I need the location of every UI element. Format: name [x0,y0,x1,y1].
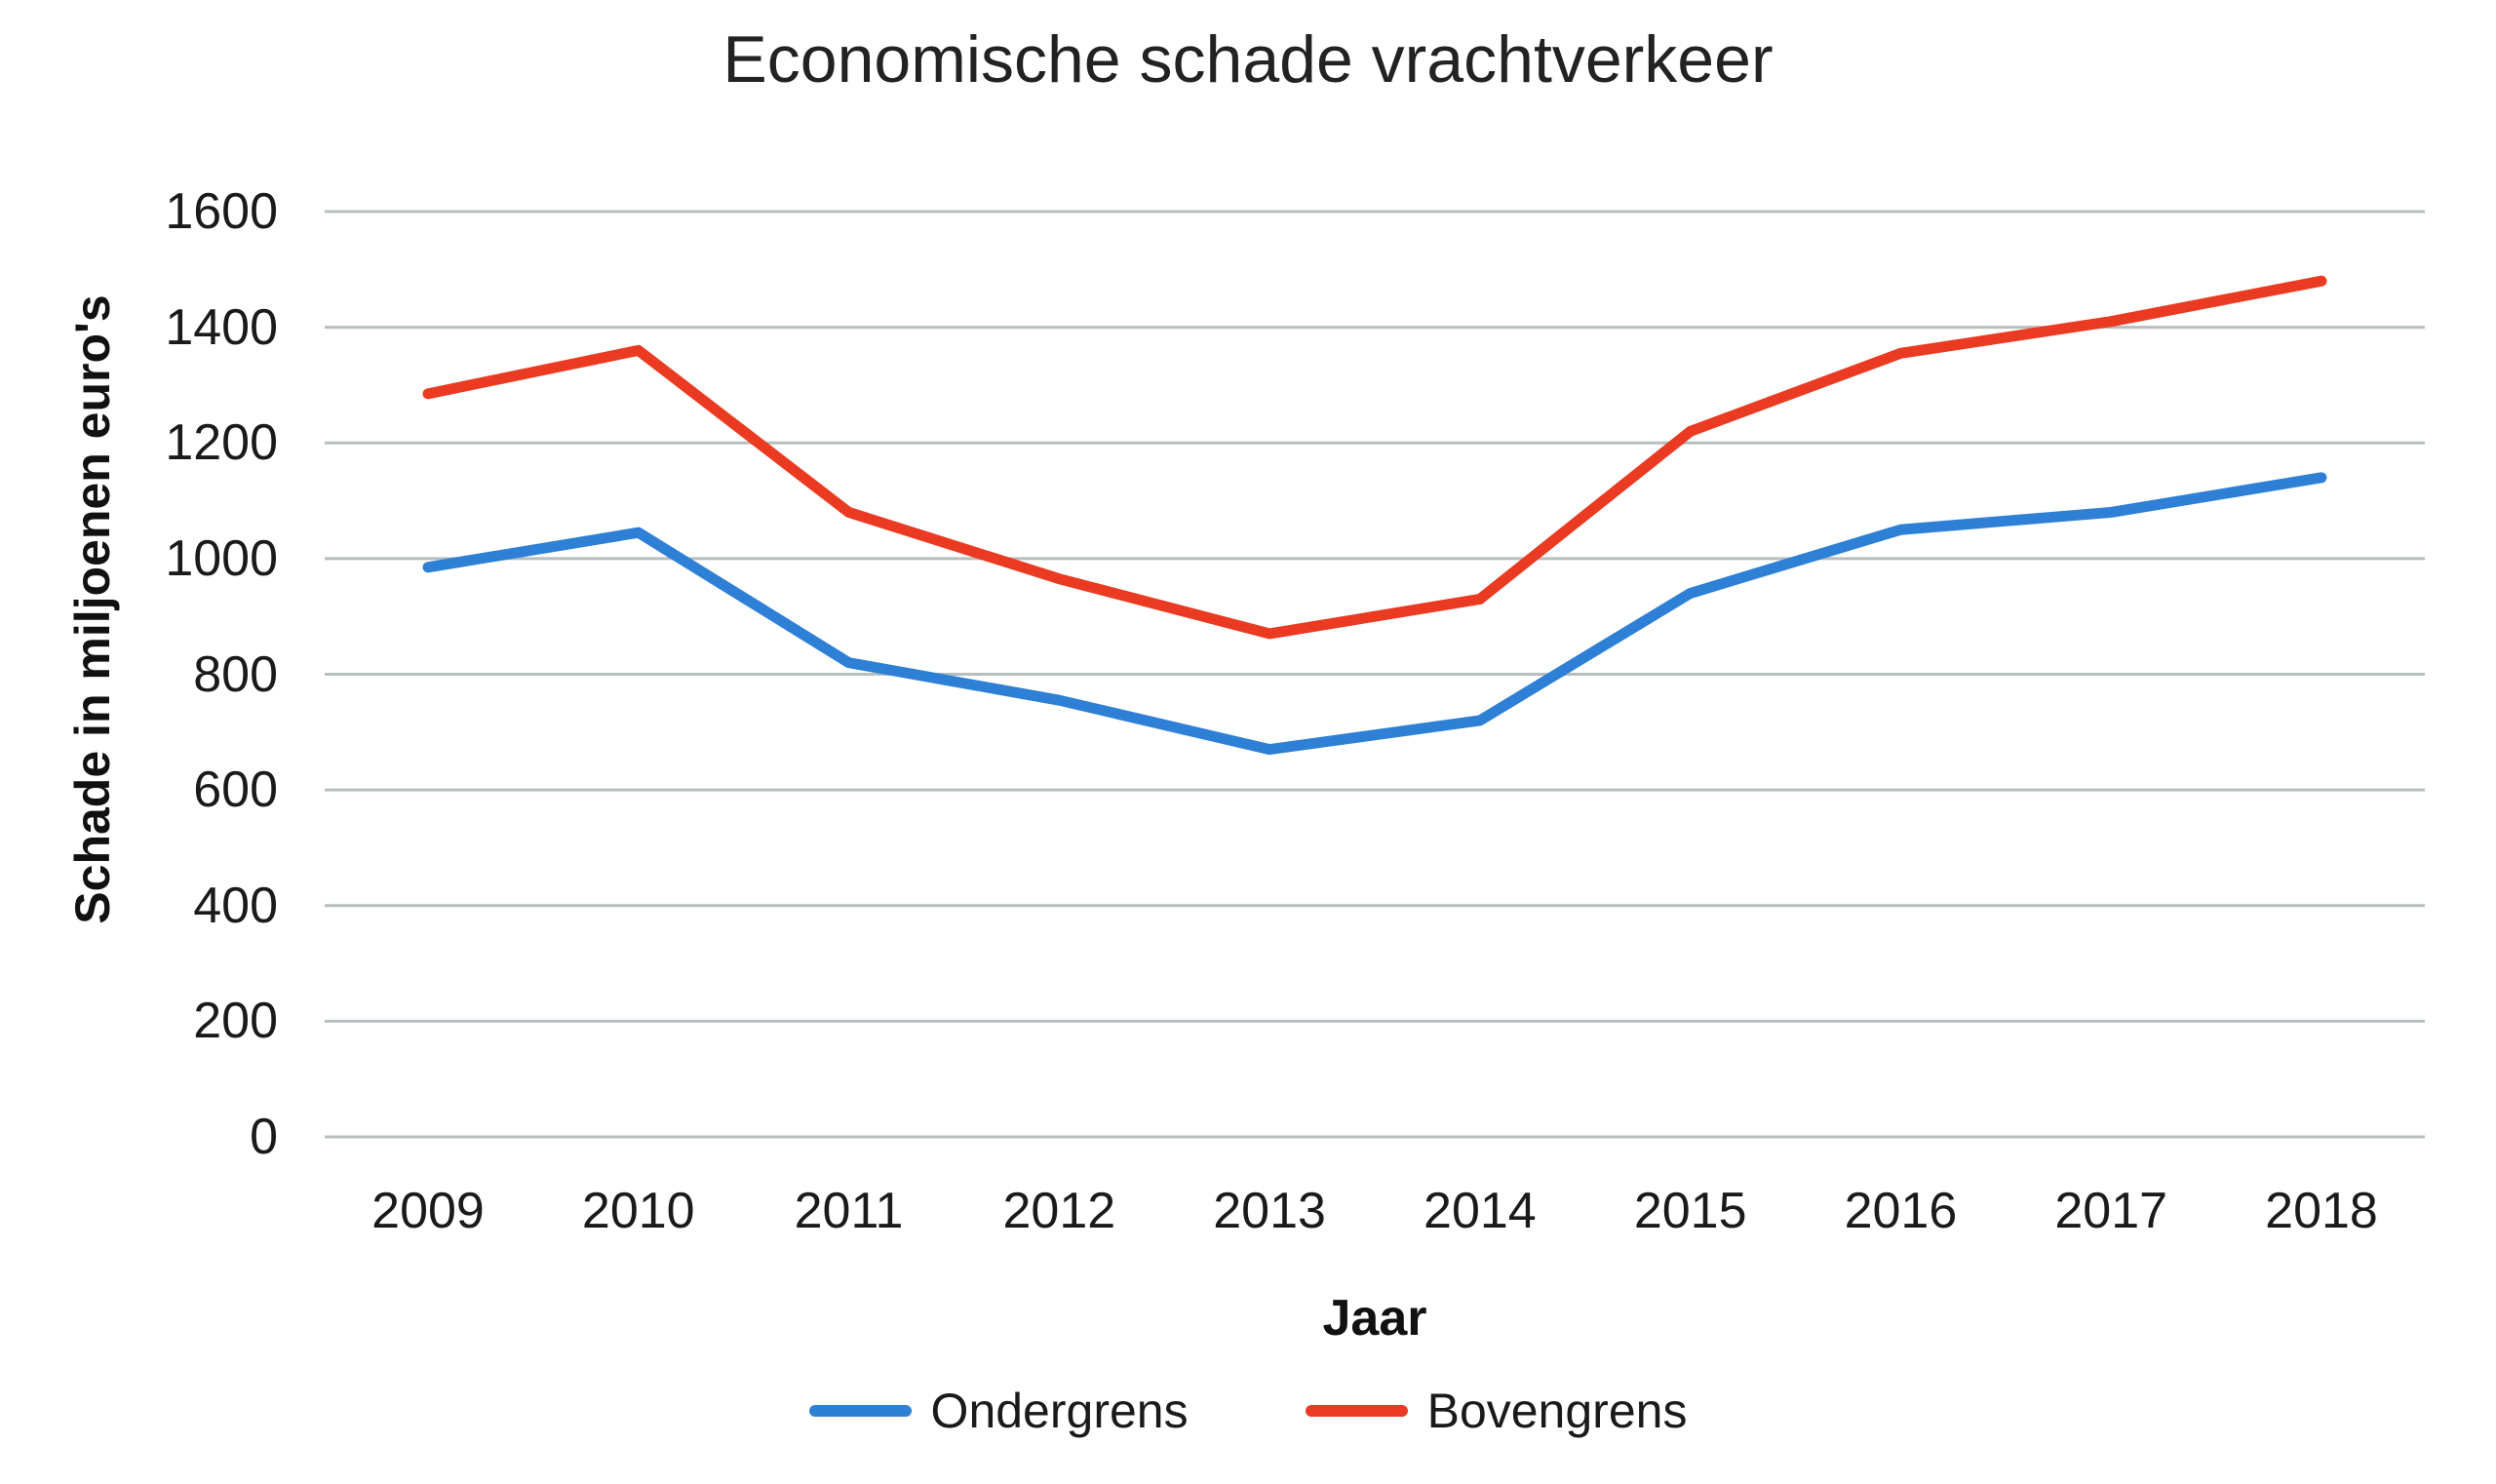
y-tick-label-800: 800 [193,645,278,703]
x-axis-title: Jaar [1322,1290,1427,1347]
legend-item-bovengrens: Bovengrens [1305,1383,1688,1439]
legend-label-bovengrens: Bovengrens [1426,1384,1688,1438]
y-tick-label-1200: 1200 [165,414,278,472]
x-tick-label-2014: 2014 [1424,1183,1537,1239]
x-tick-label-2012: 2012 [1002,1183,1116,1239]
x-tick-label-2009: 2009 [371,1183,485,1239]
x-tick-label-2010: 2010 [581,1183,695,1239]
x-tick-label-2017: 2017 [2054,1183,2168,1239]
series-line-ondergrens [422,472,2327,756]
y-tick-label-400: 400 [193,877,278,934]
x-tick-label-2016: 2016 [1844,1183,1958,1239]
x-tick-label-2013: 2013 [1213,1183,1326,1239]
y-tick-label-600: 600 [193,762,278,819]
y-tick-label-1400: 1400 [165,298,278,356]
y-tick-label-1600: 1600 [165,183,278,240]
legend-item-ondergrens: Ondergrens [808,1383,1189,1439]
ondergrens-line-swatch [808,1405,912,1417]
x-tick-label-2018: 2018 [2265,1183,2378,1239]
legend-label-ondergrens: Ondergrens [930,1384,1189,1438]
y-tick-label-200: 200 [193,993,278,1050]
legend: Ondergrens Bovengrens [0,1383,2496,1439]
y-tick-label-0: 0 [250,1109,278,1165]
bovengrens-line-swatch [1305,1405,1408,1417]
series-line-bovengrens [422,275,2327,640]
x-tick-label-2011: 2011 [794,1183,904,1239]
x-tick-label-2015: 2015 [1633,1183,1747,1239]
y-tick-label-1000: 1000 [165,529,278,587]
chart-title: Economische schade vrachtverkeer [722,22,1774,97]
